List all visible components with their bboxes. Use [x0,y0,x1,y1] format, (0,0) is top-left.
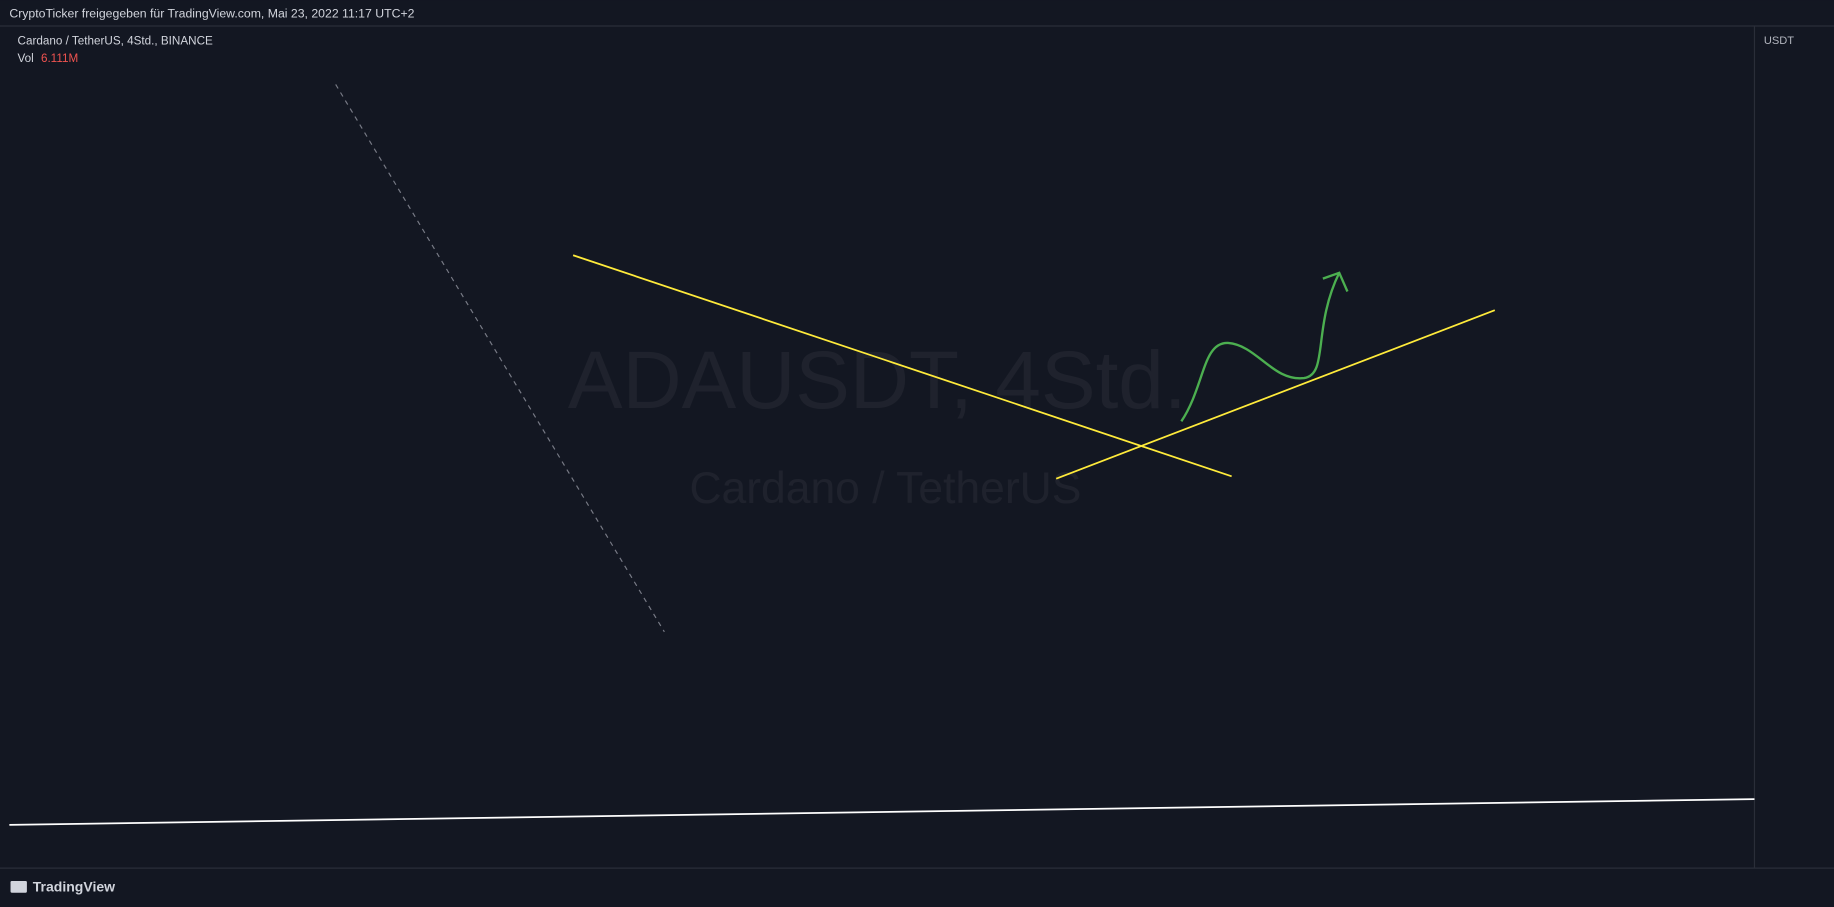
currency-label: USDT [1764,35,1794,47]
arrow-head [1322,271,1349,292]
brand-logo [10,881,27,893]
symbol-legend: Cardano / TetherUS, 4Std., BINANCE [18,34,214,47]
volume-trendline [9,798,1755,826]
support-trendline [1055,309,1496,480]
fib-trend-line [335,84,665,633]
watermark-name: Cardano / TetherUS [689,464,1081,513]
vol-legend-value: 6.111M [41,52,78,65]
watermark-symbol: ADAUSDT, 4Std. [568,335,1187,426]
brand: TradingView [33,879,115,895]
vol-legend: Vol [18,52,34,65]
share-text: CryptoTicker freigegeben für TradingView… [9,7,414,21]
projection-arrow [1180,272,1341,422]
resistance-trendline [572,254,1232,478]
